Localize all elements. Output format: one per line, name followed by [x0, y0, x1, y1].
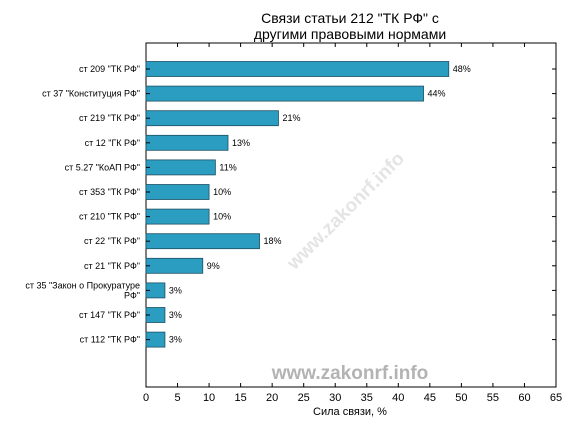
x-tick-label: 35: [361, 392, 373, 404]
category-label: ст 21 "ТК РФ": [84, 261, 140, 271]
x-tick-label: 10: [203, 392, 215, 404]
value-label: 9%: [207, 261, 220, 271]
bar: [145, 85, 424, 102]
x-tick-label: 0: [143, 392, 149, 404]
x-tick-label: 60: [518, 392, 530, 404]
value-label: 48%: [453, 64, 471, 74]
value-label: 10%: [213, 212, 231, 222]
bar: [145, 110, 279, 127]
category-label: ст 35 "Закон о Прокуратуре: [25, 280, 140, 290]
chart-title: Связи статьи 212 "ТК РФ" с другими право…: [254, 10, 446, 42]
category-label: ст 112 "ТК РФ": [80, 335, 140, 345]
x-tick-label: 55: [487, 392, 499, 404]
value-label: 21%: [282, 113, 300, 123]
x-tick-label: 45: [424, 392, 436, 404]
value-label: 3%: [169, 285, 182, 295]
watermark: www.zakonrf.info: [271, 363, 429, 384]
value-label: 18%: [264, 236, 282, 246]
value-label: 10%: [213, 187, 231, 197]
x-axis-label: Сила связи, %: [313, 406, 387, 418]
category-label: ст 353 "ТК РФ": [79, 187, 140, 197]
value-label: 11%: [219, 162, 236, 172]
bar: [145, 134, 229, 151]
chart-title-line-1: Связи статьи 212 "ТК РФ" с: [261, 10, 439, 26]
category-labels: ст 209 "ТК РФ" ст 37 "Конституция РФ" ст 2…: [25, 64, 140, 345]
category-label: РФ": [124, 290, 140, 300]
bar: [145, 208, 210, 225]
category-label: ст 219 "ТК РФ": [79, 113, 140, 123]
value-label: 3%: [169, 310, 182, 320]
x-tick-label: 15: [234, 392, 246, 404]
value-label: 44%: [428, 89, 446, 99]
value-labels: 48% 44% 21% 13% 11% 10% 10% 18% 9% 3% 3% 3%: [169, 64, 471, 345]
x-tick-label: 20: [266, 392, 278, 404]
x-tick-label: 50: [455, 392, 467, 404]
category-label: ст 22 "ТК РФ": [84, 236, 140, 246]
value-label: 13%: [232, 138, 250, 148]
category-label: ст 209 "ТК РФ": [79, 64, 140, 74]
x-tick-label: 25: [298, 392, 310, 404]
bar: [145, 184, 210, 200]
bar: [145, 61, 450, 77]
bars-group: [145, 61, 556, 348]
category-label: ст 37 "Конституция РФ": [42, 89, 140, 99]
bar: [145, 257, 204, 274]
x-tick-label: 65: [550, 392, 562, 404]
value-label: 3%: [169, 335, 182, 345]
watermark-diagonal: www.zakonrf.info: [283, 148, 409, 274]
category-label: ст 5.27 "КоАП РФ": [65, 162, 140, 172]
x-tick-label: 30: [329, 392, 341, 404]
bar: [145, 233, 260, 250]
category-label: ст 147 "ТК РФ": [79, 310, 140, 320]
x-axis-ticks: 0 5 10 15 20 25 30 35 40 45 50 55 60 65: [143, 43, 562, 404]
chart-title-line-2: другими правовыми нормами: [254, 26, 446, 42]
x-tick-label: 5: [174, 392, 180, 404]
category-label: ст 12 "ГК РФ": [85, 138, 140, 148]
category-label: ст 210 "ТК РФ": [79, 212, 140, 222]
bar: [145, 159, 216, 176]
x-tick-label: 40: [392, 392, 404, 404]
